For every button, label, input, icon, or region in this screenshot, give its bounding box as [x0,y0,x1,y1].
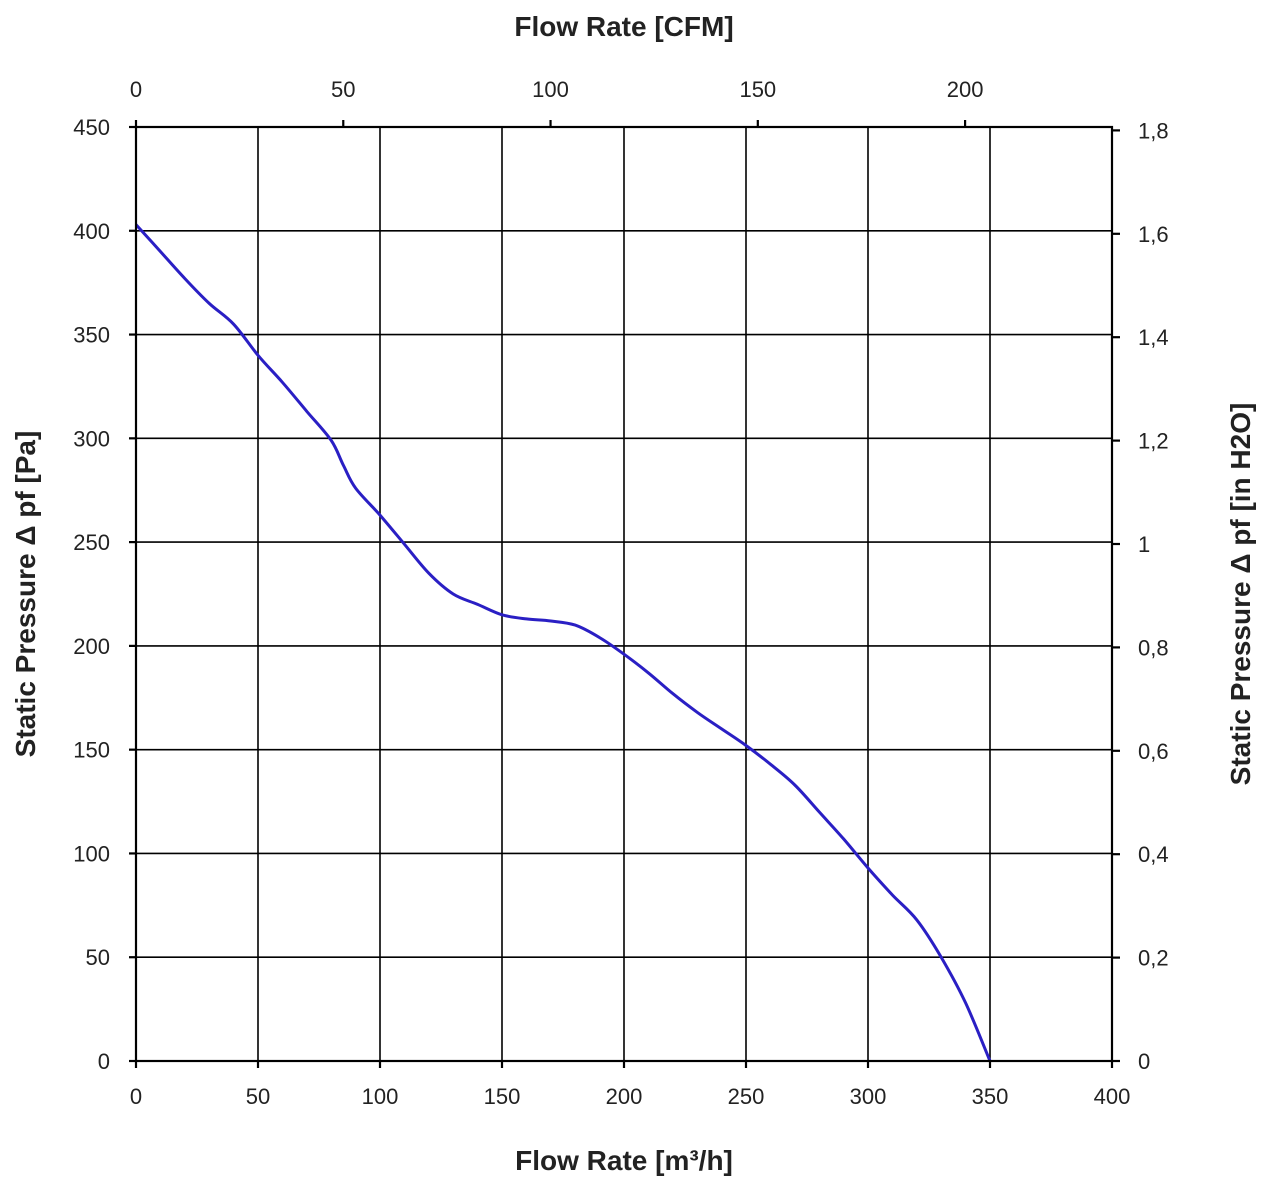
y-left-tick-label: 300 [73,426,110,451]
y-right-tick-label: 1 [1138,532,1150,557]
y-right-tick-label: 0,8 [1138,635,1169,660]
y-right-tick-label: 1,2 [1138,429,1169,454]
x-bottom-tick-label: 250 [728,1084,765,1109]
x-top-tick-label: 0 [130,77,142,102]
series-layer [134,223,992,1062]
label-layer: 0 50 100 150 200 250 300 350 4000501001502002503… [73,77,1168,1109]
x-bottom-tick-label: 350 [972,1084,1009,1109]
x-bottom-tick-label: 0 [130,1084,142,1109]
x-bottom-tick-label: 100 [362,1084,399,1109]
y-left-tick-label: 350 [73,323,110,348]
x-bottom-axis-title: Flow Rate [m³/h] [515,1145,733,1176]
y-left-tick-label: 150 [73,738,110,763]
x-bottom-tick-label: 50 [246,1084,270,1109]
x-bottom-tick-label: 300 [850,1084,887,1109]
y-right-tick-label: 0,6 [1138,739,1169,764]
x-top-tick-label: 100 [532,77,569,102]
x-bottom-tick-label: 400 [1094,1084,1131,1109]
x-top-tick-label: 200 [947,77,984,102]
x-bottom-tick-label: 150 [484,1084,521,1109]
x-top-axis-title: Flow Rate [CFM] [514,11,733,42]
y-left-tick-label: 200 [73,634,110,659]
y-right-tick-label: 1,6 [1138,222,1169,247]
y-left-tick-label: 450 [73,115,110,140]
x-top-tick-label: 150 [739,77,776,102]
y-right-tick-label: 1,8 [1138,118,1169,143]
y-right-tick-label: 0,2 [1138,946,1169,971]
tick-layer [129,120,1120,1068]
y-left-tick-label: 400 [73,219,110,244]
y-right-tick-label: 0 [1138,1049,1150,1074]
y-right-axis-title: Static Pressure Δ pf [in H2O] [1225,403,1256,786]
y-right-tick-label: 0,4 [1138,842,1169,867]
y-left-axis-title: Static Pressure Δ pf [Pa] [10,431,41,758]
y-left-tick-label: 250 [73,530,110,555]
y-left-tick-label: 50 [86,945,110,970]
grid-layer [136,127,1112,1061]
x-bottom-tick-label: 200 [606,1084,643,1109]
y-left-tick-label: 100 [73,841,110,866]
x-top-tick-label: 50 [331,77,355,102]
y-right-tick-label: 1,4 [1138,325,1169,350]
y-left-tick-label: 0 [98,1049,110,1074]
series-line [134,223,992,1062]
